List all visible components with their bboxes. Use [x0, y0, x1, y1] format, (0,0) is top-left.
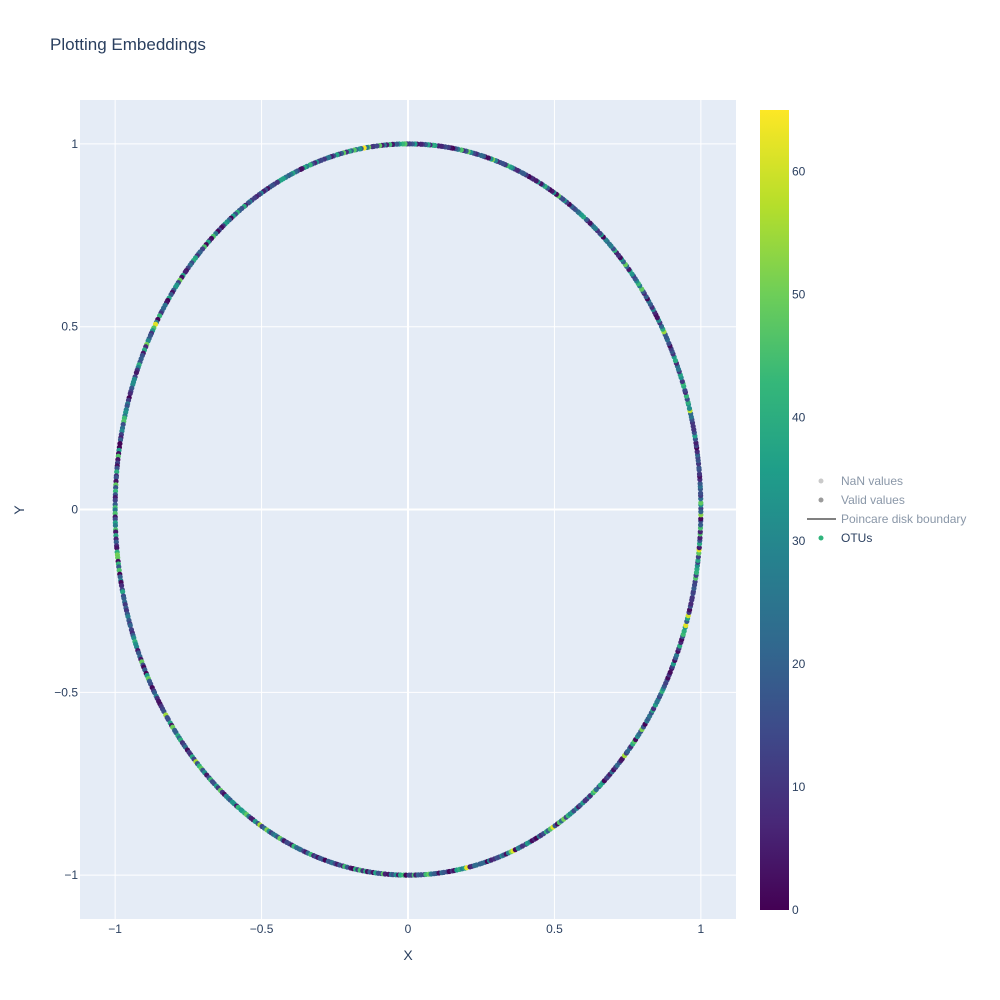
otu-point [113, 475, 119, 481]
otu-point [697, 480, 703, 487]
legend-marker-symbol [818, 497, 824, 503]
otu-point [698, 516, 704, 522]
otu-point [133, 370, 140, 376]
x-tick-label: −1 [108, 922, 122, 936]
otu-point [112, 497, 118, 503]
otu-point [114, 545, 120, 551]
otu-point [697, 535, 703, 541]
otu-point [127, 390, 133, 397]
x-tick-label: 0 [405, 922, 412, 936]
otu-point [697, 529, 703, 535]
legend-marker-symbol [818, 478, 824, 484]
otu-point [696, 471, 703, 477]
colorbar-tick-label: 40 [792, 411, 806, 425]
otu-point [689, 594, 695, 601]
colorbar-tick-label: 60 [792, 165, 806, 179]
legend-item-otus[interactable]: OTUs [818, 531, 873, 545]
x-axis-title: X [403, 947, 413, 963]
otu-point [696, 465, 702, 471]
legend-item-valid-values[interactable]: Valid values [818, 493, 905, 507]
y-tick-label: 0.5 [61, 320, 78, 334]
colorbar-tick-labels: 0 10 20 30 40 50 60 [792, 165, 806, 917]
otu-point [686, 405, 693, 412]
y-tick-label: 1 [71, 137, 78, 151]
otu-point [696, 545, 702, 551]
otu-points [112, 141, 704, 878]
legend-label: NaN values [841, 474, 903, 488]
otu-point [698, 500, 704, 506]
x-tick-label: 1 [698, 922, 705, 936]
legend-label: Poincare disk boundary [841, 512, 966, 526]
colorbar-tick-label: 10 [792, 780, 806, 794]
legend-item-nan-values[interactable]: NaN values [818, 474, 904, 488]
colorbar-tick-label: 30 [792, 534, 806, 548]
colorbar-tick-label: 0 [792, 903, 799, 917]
x-tick-labels: −1 −0.5 0 0.5 1 [108, 922, 704, 936]
chart-title: Plotting Embeddings [50, 35, 206, 54]
otu-point [697, 490, 704, 496]
otu-point [127, 622, 133, 629]
otu-point [113, 529, 119, 535]
otu-point [114, 469, 120, 475]
otu-point [694, 449, 700, 455]
otu-point [698, 509, 704, 515]
y-tick-labels: −1 −0.5 0 0.5 1 [54, 137, 78, 882]
otu-point [112, 522, 119, 529]
legend-label: OTUs [841, 531, 872, 545]
y-tick-label: 0 [71, 503, 78, 517]
x-tick-label: 0.5 [546, 922, 563, 936]
otu-point [120, 589, 126, 595]
legend[interactable]: NaN values Valid values Poincare disk boun… [807, 474, 966, 545]
y-axis-title: Y [11, 505, 27, 515]
colorbar [760, 110, 789, 910]
otu-point [683, 622, 689, 629]
otu-point [116, 567, 122, 573]
otu-point [688, 601, 694, 607]
legend-label: Valid values [841, 493, 905, 507]
x-tick-label: −0.5 [250, 922, 274, 936]
otu-point [682, 387, 688, 394]
otu-point [697, 522, 704, 528]
colorbar-tick-label: 50 [792, 288, 806, 302]
y-tick-label: −1 [64, 868, 78, 882]
otu-point [118, 583, 125, 589]
colorbar-tick-label: 20 [792, 657, 806, 671]
legend-item-poincare-disk-boundary[interactable]: Poincare disk boundary [807, 512, 966, 526]
legend-marker-symbol [818, 535, 824, 541]
y-tick-label: −0.5 [54, 685, 78, 699]
otu-point [695, 554, 701, 560]
